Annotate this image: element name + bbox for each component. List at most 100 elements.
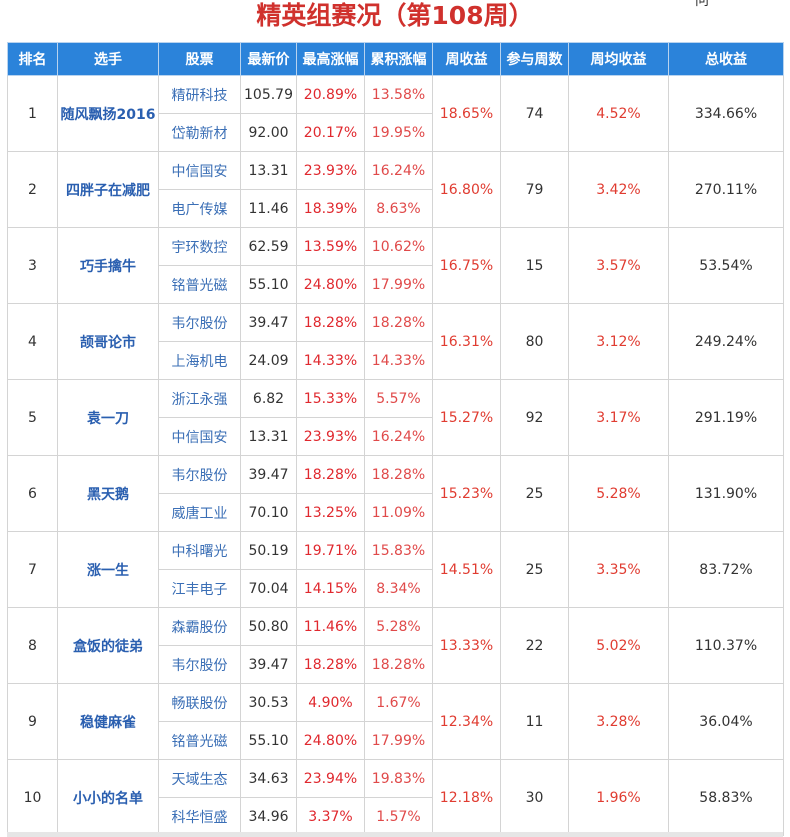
cumulative-gain-cell: 16.24% (364, 417, 433, 456)
total-return-cell: 36.04% (668, 683, 784, 760)
weekly-return-cell: 12.18% (432, 759, 501, 836)
player-link[interactable]: 黑天鹅 (57, 455, 159, 532)
rank-cell: 5 (7, 379, 58, 456)
rank-cell: 7 (7, 531, 58, 608)
rank-cell: 9 (7, 683, 58, 760)
cumulative-gain-cell: 5.28% (364, 607, 433, 646)
player-link[interactable]: 盒饭的徒弟 (57, 607, 159, 684)
price-cell: 55.10 (240, 265, 297, 304)
column-header: 累积涨幅 (364, 42, 433, 76)
weekly-return-cell: 13.33% (432, 607, 501, 684)
avg-weekly-return-cell: 5.28% (568, 455, 669, 532)
high-gain-cell: 14.33% (296, 341, 365, 380)
cumulative-gain-cell: 1.67% (364, 683, 433, 722)
avg-weekly-return-cell: 3.17% (568, 379, 669, 456)
total-return-cell: 131.90% (668, 455, 784, 532)
weekly-return-cell: 18.65% (432, 75, 501, 152)
high-gain-cell: 23.93% (296, 417, 365, 456)
cumulative-gain-cell: 15.83% (364, 531, 433, 570)
high-gain-cell: 20.89% (296, 75, 365, 114)
stock-link[interactable]: 中信国安 (158, 151, 241, 190)
table-row: 韦尔股份 39.47 18.28% 18.28% (8, 645, 784, 684)
weeks-count-cell: 25 (500, 455, 569, 532)
cumulative-gain-cell: 14.33% (364, 341, 433, 380)
cumulative-gain-cell: 17.99% (364, 265, 433, 304)
stock-link[interactable]: 韦尔股份 (158, 455, 241, 494)
table-row: 1 随风飘扬2016 精研科技 105.79 20.89% 13.58% 18.65% 74 4… (7, 75, 784, 152)
cumulative-gain-cell: 8.63% (364, 189, 433, 228)
stock-link[interactable]: 韦尔股份 (158, 645, 241, 684)
price-cell: 92.00 (240, 113, 297, 152)
rank-cell: 2 (7, 151, 58, 228)
weekly-return-cell: 16.80% (432, 151, 501, 228)
price-cell: 34.63 (240, 759, 297, 798)
high-gain-cell: 24.80% (296, 721, 365, 760)
high-gain-cell: 18.28% (296, 303, 365, 342)
stock-link[interactable]: 威唐工业 (158, 493, 241, 532)
stock-link[interactable]: 科华恒盛 (158, 797, 241, 836)
stock-link[interactable]: 韦尔股份 (158, 303, 241, 342)
price-cell: 62.59 (240, 227, 297, 266)
weeks-count-cell: 74 (500, 75, 569, 152)
stock-link[interactable]: 宇环数控 (158, 227, 241, 266)
high-gain-cell: 24.80% (296, 265, 365, 304)
total-return-cell: 110.37% (668, 607, 784, 684)
player-link[interactable]: 稳健麻雀 (57, 683, 159, 760)
player-link[interactable]: 随风飘扬2016 (57, 75, 159, 152)
player-link[interactable]: 颉哥论市 (57, 303, 159, 380)
high-gain-cell: 11.46% (296, 607, 365, 646)
column-header: 周均收益 (568, 42, 669, 76)
stock-link[interactable]: 森霸股份 (158, 607, 241, 646)
total-return-cell: 83.72% (668, 531, 784, 608)
weeks-count-cell: 15 (500, 227, 569, 304)
weekly-return-cell: 12.34% (432, 683, 501, 760)
rank-cell: 1 (7, 75, 58, 152)
avg-weekly-return-cell: 1.96% (568, 759, 669, 836)
price-cell: 50.19 (240, 531, 297, 570)
column-header: 最高涨幅 (296, 42, 365, 76)
player-link[interactable]: 小小的名单 (57, 759, 159, 836)
table-row: 10 小小的名单 天域生态 34.63 23.94% 19.83% 12.18% 30 1.96… (7, 759, 784, 836)
column-header: 总收益 (668, 42, 784, 76)
high-gain-cell: 4.90% (296, 683, 365, 722)
stock-link[interactable]: 岱勒新材 (158, 113, 241, 152)
table-bottom-bar (7, 832, 783, 837)
stock-link[interactable]: 上海机电 (158, 341, 241, 380)
stock-link[interactable]: 江丰电子 (158, 569, 241, 608)
stock-link[interactable]: 中科曙光 (158, 531, 241, 570)
avg-weekly-return-cell: 5.02% (568, 607, 669, 684)
stock-link[interactable]: 天域生态 (158, 759, 241, 798)
avg-weekly-return-cell: 4.52% (568, 75, 669, 152)
stock-link[interactable]: 畅联股份 (158, 683, 241, 722)
stock-link[interactable]: 铭普光磁 (158, 265, 241, 304)
high-gain-cell: 15.33% (296, 379, 365, 418)
stock-link[interactable]: 浙江永强 (158, 379, 241, 418)
table-row: 电广传媒 11.46 18.39% 8.63% (8, 189, 784, 228)
table-row: 6 黑天鹅 韦尔股份 39.47 18.28% 18.28% 15.23% 25 5.28% 13… (7, 455, 784, 532)
column-header: 周收益 (432, 42, 501, 76)
total-return-cell: 291.19% (668, 379, 784, 456)
player-link[interactable]: 巧手擒牛 (57, 227, 159, 304)
cumulative-gain-cell: 5.57% (364, 379, 433, 418)
stock-link[interactable]: 铭普光磁 (158, 721, 241, 760)
player-link[interactable]: 袁一刀 (57, 379, 159, 456)
player-link[interactable]: 涨一生 (57, 531, 159, 608)
stock-link[interactable]: 电广传媒 (158, 189, 241, 228)
total-return-cell: 53.54% (668, 227, 784, 304)
price-cell: 34.96 (240, 797, 297, 836)
corner-text: 问 (695, 0, 709, 9)
stock-link[interactable]: 中信国安 (158, 417, 241, 456)
player-link[interactable]: 四胖子在减肥 (57, 151, 159, 228)
price-cell: 70.04 (240, 569, 297, 608)
price-cell: 39.47 (240, 455, 297, 494)
price-cell: 13.31 (240, 151, 297, 190)
price-cell: 55.10 (240, 721, 297, 760)
table-row: 4 颉哥论市 韦尔股份 39.47 18.28% 18.28% 16.31% 80 3.12% 2… (7, 303, 784, 380)
weeks-count-cell: 11 (500, 683, 569, 760)
weekly-return-cell: 15.23% (432, 455, 501, 532)
stock-link[interactable]: 精研科技 (158, 75, 241, 114)
high-gain-cell: 19.71% (296, 531, 365, 570)
column-header: 最新价 (240, 42, 297, 76)
avg-weekly-return-cell: 3.12% (568, 303, 669, 380)
table-row: 江丰电子 70.04 14.15% 8.34% (8, 569, 784, 608)
